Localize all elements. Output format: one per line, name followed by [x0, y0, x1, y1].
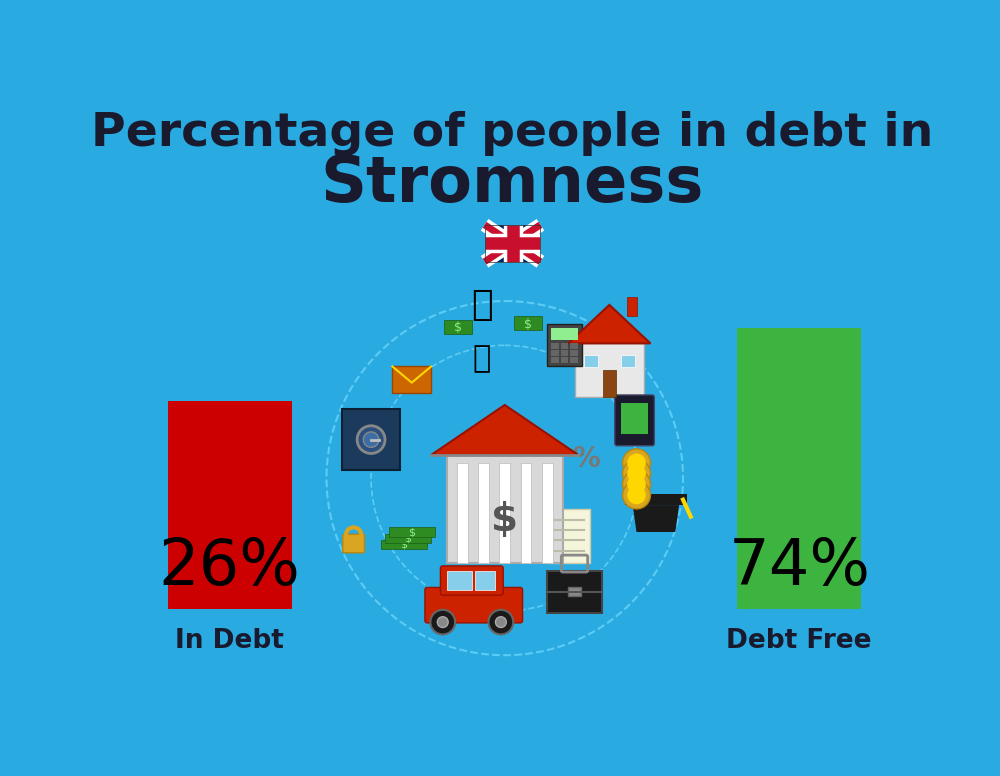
- FancyBboxPatch shape: [342, 409, 400, 470]
- Text: $: $: [400, 539, 408, 549]
- Polygon shape: [568, 305, 650, 343]
- Circle shape: [437, 617, 448, 628]
- FancyBboxPatch shape: [381, 540, 427, 549]
- FancyBboxPatch shape: [168, 401, 292, 609]
- FancyBboxPatch shape: [475, 571, 495, 590]
- Circle shape: [623, 449, 650, 476]
- Text: 26%: 26%: [159, 535, 301, 598]
- Polygon shape: [633, 505, 679, 532]
- FancyBboxPatch shape: [551, 350, 559, 355]
- FancyBboxPatch shape: [603, 370, 616, 397]
- Circle shape: [623, 481, 650, 509]
- Text: Debt Free: Debt Free: [726, 629, 872, 654]
- FancyBboxPatch shape: [485, 225, 540, 262]
- Circle shape: [357, 426, 385, 453]
- FancyBboxPatch shape: [568, 587, 581, 596]
- Text: $: $: [491, 501, 518, 539]
- FancyBboxPatch shape: [514, 317, 542, 331]
- Text: Percentage of people in debt in: Percentage of people in debt in: [91, 111, 934, 156]
- FancyBboxPatch shape: [447, 571, 472, 590]
- FancyBboxPatch shape: [447, 455, 563, 563]
- FancyBboxPatch shape: [561, 343, 568, 348]
- FancyBboxPatch shape: [385, 534, 431, 542]
- FancyBboxPatch shape: [521, 462, 531, 563]
- FancyBboxPatch shape: [551, 357, 559, 362]
- Circle shape: [627, 475, 646, 494]
- Circle shape: [627, 486, 646, 504]
- FancyBboxPatch shape: [499, 462, 510, 563]
- Circle shape: [430, 610, 455, 635]
- Polygon shape: [431, 405, 578, 455]
- FancyBboxPatch shape: [440, 566, 503, 595]
- Text: 🔑: 🔑: [472, 345, 491, 373]
- Text: $: $: [454, 321, 462, 334]
- Circle shape: [495, 617, 506, 628]
- FancyBboxPatch shape: [425, 587, 523, 623]
- FancyBboxPatch shape: [561, 350, 568, 355]
- FancyBboxPatch shape: [574, 343, 644, 397]
- FancyBboxPatch shape: [547, 509, 590, 563]
- Text: 74%: 74%: [728, 535, 870, 598]
- FancyBboxPatch shape: [551, 328, 578, 340]
- Circle shape: [623, 470, 650, 498]
- FancyBboxPatch shape: [542, 462, 553, 563]
- FancyBboxPatch shape: [478, 462, 489, 563]
- Text: $: $: [524, 317, 532, 331]
- Text: Stromness: Stromness: [321, 153, 704, 215]
- FancyBboxPatch shape: [570, 350, 578, 355]
- FancyBboxPatch shape: [547, 324, 582, 366]
- FancyBboxPatch shape: [561, 357, 568, 362]
- Text: $: $: [404, 533, 411, 543]
- Text: In Debt: In Debt: [175, 629, 284, 654]
- Circle shape: [627, 453, 646, 472]
- FancyBboxPatch shape: [621, 404, 648, 435]
- Circle shape: [363, 432, 379, 447]
- FancyBboxPatch shape: [570, 357, 578, 362]
- FancyBboxPatch shape: [615, 395, 654, 445]
- FancyBboxPatch shape: [737, 328, 861, 609]
- FancyBboxPatch shape: [392, 366, 431, 393]
- Circle shape: [488, 610, 513, 635]
- Text: %: %: [572, 445, 600, 473]
- FancyBboxPatch shape: [621, 355, 635, 367]
- FancyBboxPatch shape: [547, 570, 602, 613]
- FancyBboxPatch shape: [570, 343, 578, 348]
- Circle shape: [627, 464, 646, 483]
- FancyBboxPatch shape: [343, 535, 364, 553]
- FancyBboxPatch shape: [627, 297, 637, 317]
- FancyBboxPatch shape: [584, 355, 598, 367]
- Circle shape: [623, 459, 650, 487]
- FancyBboxPatch shape: [551, 343, 559, 348]
- FancyBboxPatch shape: [457, 462, 468, 563]
- FancyBboxPatch shape: [388, 528, 435, 537]
- Text: 🦅: 🦅: [471, 288, 492, 322]
- FancyBboxPatch shape: [625, 494, 687, 505]
- FancyBboxPatch shape: [444, 320, 472, 334]
- Text: $: $: [408, 527, 415, 537]
